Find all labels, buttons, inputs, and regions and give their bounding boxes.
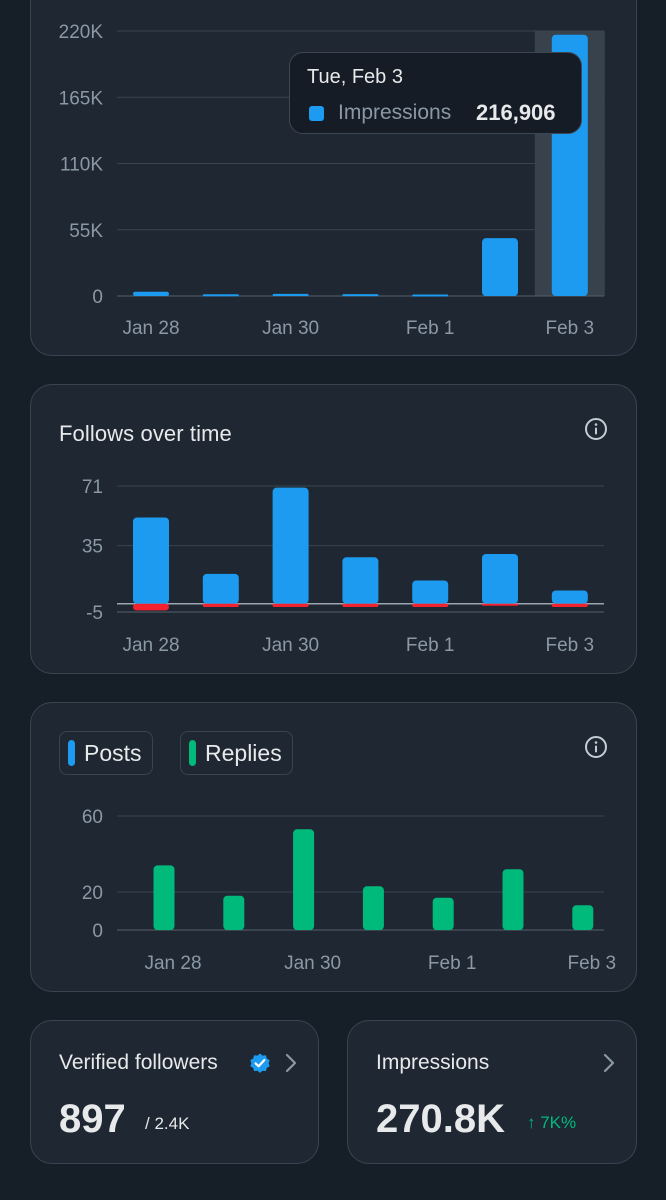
bar-series-2-jan-30	[272, 603, 309, 608]
x-tick-label-jan-30: Jan 30	[284, 953, 341, 974]
bar-series-2-jan-29	[202, 603, 239, 608]
y-tick-label-165k: 165K	[59, 88, 104, 109]
bar-impressions-feb-1	[412, 294, 449, 297]
bar-series-2-jan-28	[133, 603, 169, 611]
legend-label-replies: Replies	[205, 739, 282, 766]
bar-series-1-jan-30	[272, 487, 309, 604]
bar-impressions-jan-31	[342, 294, 379, 297]
chart-tooltip: Tue, Feb 3 Impressions 216,906	[289, 52, 582, 134]
x-tick-label-feb-1: Feb 1	[428, 953, 477, 974]
chevron-right-icon	[603, 1053, 615, 1073]
y-tick-label-0: 0	[92, 921, 103, 942]
verified-followers-value: 897	[59, 1097, 126, 1141]
impressions-chart-card: 0 55K 110K 165K 220K Jan 28 Jan 30 Feb 1 Feb 3 T…	[30, 0, 637, 356]
legend-chip-posts[interactable]: Posts	[59, 731, 153, 775]
verified-badge-icon	[250, 1053, 270, 1073]
x-tick-label-feb-3: Feb 3	[546, 635, 595, 656]
impressions-stat-card[interactable]: Impressions 270.8K ↑ 7K%	[347, 1020, 637, 1164]
bar-impressions-feb-2	[482, 238, 518, 296]
bar-series-1-jan-28	[133, 517, 169, 604]
bar-replies-feb-2	[502, 869, 524, 930]
follows-over-time-card: Follows over time -5 35 71 Jan 28 Jan 30 Feb …	[30, 384, 637, 674]
bar-series-1-jan-29	[202, 573, 239, 604]
bar-series-1-feb-3	[551, 590, 588, 604]
stat-title: Verified followers	[59, 1051, 218, 1074]
bar-impressions-jan-28	[133, 291, 169, 296]
y-tick-label--5: -5	[86, 603, 103, 624]
bar-replies-feb-3	[572, 905, 594, 930]
x-tick-label-feb-3: Feb 3	[546, 318, 595, 339]
x-tick-label-feb-3: Feb 3	[568, 953, 617, 974]
bar-series-1-jan-31	[342, 557, 379, 604]
bar-impressions-jan-29	[202, 294, 239, 297]
bar-replies-jan-28	[153, 865, 175, 930]
bar-series-2-feb-2	[482, 603, 518, 606]
tooltip-date: Tue, Feb 3	[307, 66, 403, 88]
posts-replies-card: Posts Replies 0 20 60 Jan 28 Jan 30 Feb 1 Feb …	[30, 702, 637, 992]
y-tick-label-220k: 220K	[59, 22, 104, 43]
info-icon[interactable]	[584, 417, 608, 441]
verified-followers-card[interactable]: Verified followers 897 / 2.4K	[30, 1020, 319, 1164]
bar-replies-jan-29	[223, 895, 245, 930]
impressions-value: 270.8K	[376, 1097, 505, 1141]
x-tick-label-jan-28: Jan 28	[144, 953, 201, 974]
bar-series-2-jan-31	[342, 603, 379, 608]
chevron-right-icon	[285, 1053, 297, 1073]
posts-replies-bar-chart[interactable]: 0 20 60 Jan 28 Jan 30 Feb 1 Feb 3	[31, 703, 638, 993]
stat-title: Impressions	[376, 1051, 490, 1074]
bar-series-1-feb-1	[412, 580, 449, 604]
x-tick-label-jan-28: Jan 28	[122, 635, 179, 656]
bar-impressions-jan-30	[272, 293, 309, 296]
y-tick-label-55k: 55K	[69, 221, 103, 242]
x-tick-label-jan-30: Jan 30	[262, 318, 319, 339]
total-followers-value: / 2.4K	[145, 1114, 190, 1133]
impressions-change: ↑ 7K%	[527, 1113, 577, 1132]
y-tick-label-110k: 110K	[60, 155, 103, 176]
follows-bar-chart[interactable]: -5 35 71 Jan 28 Jan 30 Feb 1 Feb 3	[31, 385, 638, 675]
bar-series-2-feb-3	[551, 603, 588, 608]
x-tick-label-jan-30: Jan 30	[262, 635, 319, 656]
replies-swatch	[189, 740, 196, 766]
bar-series-2-feb-1	[412, 603, 449, 608]
y-tick-label-60: 60	[82, 807, 103, 828]
tooltip-value: 216,906	[476, 100, 556, 125]
info-icon[interactable]	[584, 735, 608, 759]
card-title: Follows over time	[59, 421, 232, 446]
bar-replies-jan-30	[293, 829, 315, 930]
legend-chip-replies[interactable]: Replies	[180, 731, 293, 775]
x-tick-label-feb-1: Feb 1	[406, 318, 455, 339]
x-tick-label-jan-28: Jan 28	[122, 318, 179, 339]
posts-swatch	[68, 740, 75, 766]
bar-replies-jan-31	[362, 886, 384, 930]
legend-label-posts: Posts	[84, 739, 142, 766]
x-tick-label-feb-1: Feb 1	[406, 635, 455, 656]
bar-replies-feb-1	[432, 897, 454, 930]
y-tick-label-20: 20	[82, 883, 103, 904]
tooltip-series-swatch	[309, 106, 324, 121]
y-tick-label-0: 0	[92, 287, 103, 308]
y-tick-label-71: 71	[82, 477, 103, 498]
tooltip-series-label: Impressions	[338, 101, 452, 124]
y-tick-label-35: 35	[82, 537, 103, 558]
bar-series-1-feb-2	[482, 553, 518, 604]
